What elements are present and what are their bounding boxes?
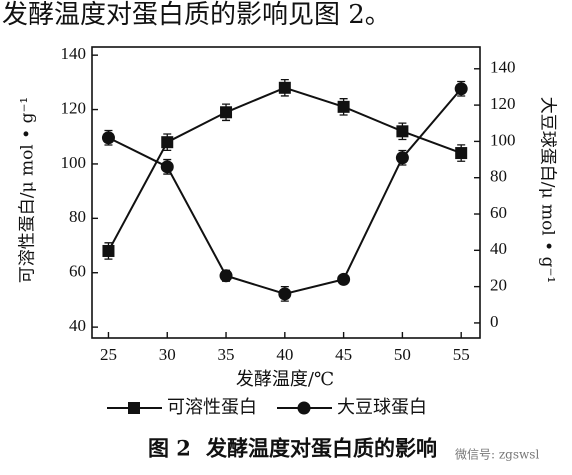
data-point: [396, 125, 409, 138]
legend-label: 大豆球蛋白: [337, 397, 427, 418]
y2-tick-label: 40: [490, 239, 507, 258]
y-tick-label: 120: [61, 98, 87, 117]
y-tick-label: 140: [61, 44, 87, 63]
caption-label: 图 2: [148, 436, 191, 461]
data-point: [337, 100, 350, 113]
x-tick-label: 55: [453, 345, 470, 364]
series-line: [108, 88, 462, 295]
data-point: [220, 106, 233, 119]
y2-axis-label: 大豆球蛋白/μ mol • g⁻¹: [538, 97, 558, 283]
x-axis-label: 发酵温度/℃: [236, 369, 334, 390]
plot-frame: [91, 46, 481, 339]
x-tick-label: 45: [335, 345, 352, 364]
legend-marker: [297, 401, 311, 415]
y-tick-label: 60: [69, 262, 86, 281]
y2-tick-label: 120: [490, 94, 516, 113]
y-tick-label: 100: [61, 153, 87, 172]
caption-text: 发酵温度对蛋白质的影响: [205, 436, 437, 461]
header: 发酵温度对蛋白质的影响见图 2。: [2, 0, 391, 30]
data-point: [395, 151, 409, 165]
y-axis-label: 可溶性蛋白/μ mol • g⁻¹: [18, 97, 38, 283]
y2-tick-label: 20: [490, 276, 507, 295]
x-tick-label: 35: [218, 345, 235, 364]
data-point: [337, 272, 351, 286]
y-tick-label: 40: [69, 316, 86, 335]
legend-label: 可溶性蛋白: [167, 397, 257, 418]
data-point: [278, 81, 291, 94]
data-point: [101, 131, 115, 145]
y-tick-label: 80: [69, 207, 86, 226]
y2-tick-label: 60: [490, 203, 507, 222]
y2-tick-label: 80: [490, 167, 507, 186]
watermark: 微信号: zgswsl: [455, 448, 539, 462]
data-point: [102, 244, 115, 257]
y2-tick-label: 100: [490, 130, 516, 149]
data-point: [219, 269, 233, 283]
y2-tick-label: 140: [490, 58, 516, 77]
x-tick-label: 50: [394, 345, 411, 364]
data-point: [455, 147, 468, 160]
data-point: [161, 136, 174, 149]
data-point: [278, 287, 292, 301]
data-point: [160, 160, 174, 174]
x-tick-label: 30: [159, 345, 176, 364]
data-point: [454, 82, 468, 96]
legend-marker: [128, 402, 140, 414]
y2-tick-label: 0: [490, 312, 499, 331]
x-tick-label: 40: [276, 345, 293, 364]
x-tick-label: 25: [100, 345, 117, 364]
